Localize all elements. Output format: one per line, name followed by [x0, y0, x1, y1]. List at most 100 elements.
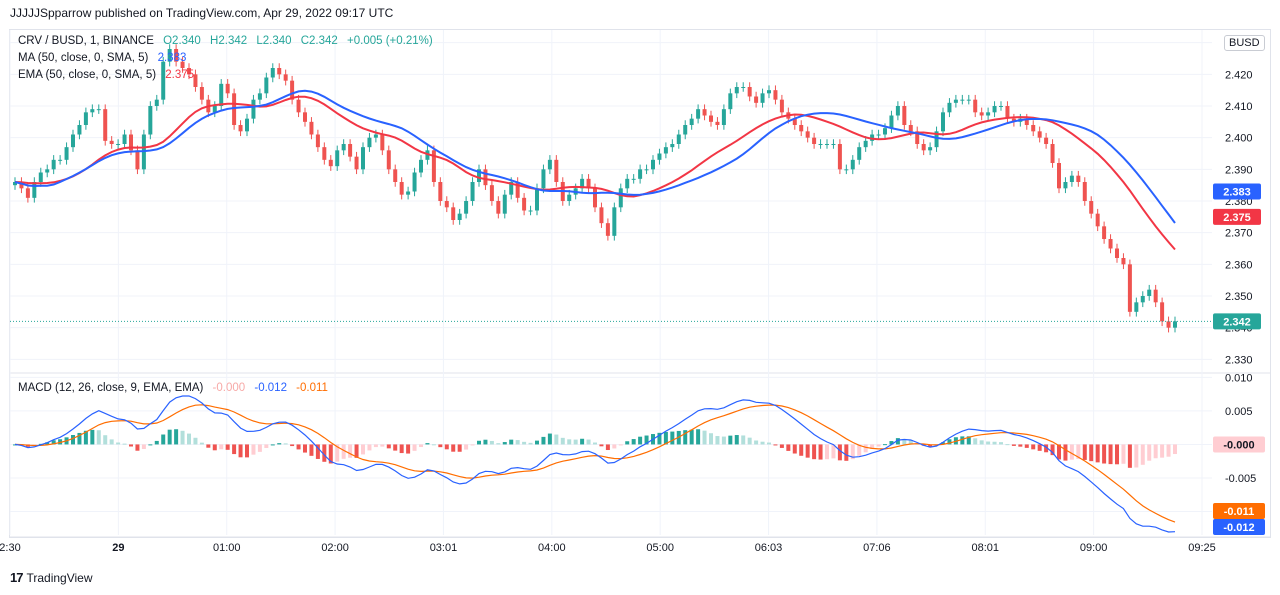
candle-body [567, 194, 572, 201]
candle-body [148, 106, 153, 135]
candle-body [13, 182, 17, 186]
time-tick-label: 04:00 [538, 542, 566, 554]
macd-line-value: -0.012 [254, 382, 287, 394]
candle-body [747, 87, 752, 97]
candle-body [593, 188, 597, 208]
macd-histogram-bar [1153, 444, 1158, 459]
brand-label: TradingView [26, 570, 93, 585]
macd-histogram-bar [1024, 444, 1029, 448]
macd-histogram-bar [1089, 444, 1094, 462]
macd-histogram-bar [818, 444, 823, 460]
candle-body [412, 172, 417, 192]
macd-histogram-bar [599, 444, 604, 447]
currency-button[interactable]: BUSD [1224, 35, 1265, 51]
candle-body [870, 134, 875, 141]
candle-body [915, 131, 920, 144]
candle-body [32, 182, 37, 198]
macd-histogram-bar [457, 444, 462, 452]
macd-histogram-bar [206, 444, 211, 448]
macd-histogram-bar [309, 444, 314, 456]
time-tick-label: 05:00 [646, 542, 674, 554]
candle-body [116, 144, 121, 145]
time-tick-label: 06:03 [755, 542, 783, 554]
footer-brand[interactable]: 17 TradingView [10, 570, 93, 585]
macd-histogram-bar [199, 442, 204, 445]
candle-body [1153, 289, 1158, 303]
candle-body [618, 188, 623, 208]
time-tick-label: 09:25 [1188, 542, 1216, 554]
macd-histogram-bar [135, 444, 140, 451]
candle-body [689, 118, 694, 125]
macd-histogram-bar [122, 443, 127, 445]
price-tick-label: 2.400 [1225, 133, 1253, 145]
candle-body [1076, 175, 1081, 182]
candle-body [296, 99, 301, 113]
candle-body [373, 134, 378, 138]
macd-histogram-bar [709, 433, 713, 445]
macd-histogram-bar [741, 435, 746, 445]
time-tick-label: 08:01 [972, 542, 1000, 554]
candle-body [71, 134, 75, 148]
candle-body [174, 49, 179, 62]
candle-body [612, 207, 617, 236]
candle-body [947, 102, 952, 113]
macd-histogram-bar [863, 444, 868, 453]
macd-histogram-bar [883, 444, 887, 446]
candle-body [90, 109, 95, 113]
macd-histogram-bar [161, 434, 166, 445]
candle-body [547, 159, 552, 170]
macd-histogram-bar [541, 436, 546, 445]
macd-histogram-bar [928, 444, 933, 447]
candle-body [303, 112, 307, 122]
time-tick-label: 09:00 [1080, 542, 1108, 554]
candle-body [477, 169, 481, 182]
candle-body [657, 153, 662, 160]
macd-histogram-bar [1057, 444, 1061, 460]
macd-tick-label: 0.010 [1225, 372, 1253, 384]
candle-body [1031, 125, 1036, 132]
candle-body [1005, 106, 1010, 119]
macd-histogram-bar [605, 444, 610, 451]
macd-histogram-bar [444, 444, 449, 450]
macd-histogram-bar [245, 444, 249, 458]
candle-body [831, 144, 836, 145]
macd-histogram-bar [986, 441, 991, 445]
macd-hist-price-label: -0.000 [1223, 439, 1254, 451]
macd-histogram-bar [644, 435, 649, 445]
candle-body [825, 144, 829, 145]
macd-histogram-bar [618, 444, 623, 446]
macd-histogram-bar [58, 439, 63, 445]
candle-body [431, 150, 436, 182]
ma-lines [10, 89, 1212, 322]
candle-body [696, 109, 701, 119]
macd-histogram-bar [354, 444, 359, 458]
macd-histogram-bar [341, 444, 346, 459]
macd-histogram-bar [1147, 444, 1152, 461]
macd-histogram-bar [941, 442, 945, 445]
macd-hist-price-label-bg [1213, 436, 1265, 453]
macd-histogram-bar [489, 440, 494, 445]
candle-body [889, 115, 894, 129]
candle-body [883, 128, 887, 135]
ma-line [14, 89, 1176, 224]
candle-body [270, 68, 275, 78]
macd-histogram-bar [51, 440, 56, 445]
price-tick-label: 2.360 [1225, 259, 1253, 271]
macd-histogram-bar [1005, 444, 1010, 446]
macd-histogram-bar [535, 440, 539, 445]
macd-histogram-bar [438, 444, 443, 448]
macd-histogram-bar [187, 433, 191, 445]
time-tick-label: 02:00 [321, 542, 349, 554]
macd-histogram-bar [502, 442, 507, 445]
ohlc-change: +0.005 (+0.21%) [347, 35, 433, 47]
candle-body [676, 134, 681, 144]
macd-histogram-bar [999, 442, 1003, 445]
macd-histogram-bar [1011, 444, 1016, 446]
candle-body [528, 210, 533, 212]
candle-body [1108, 239, 1113, 249]
candle-body [1121, 258, 1126, 265]
ema-line [14, 95, 1176, 251]
macd-hist-value: -0.000 [212, 382, 246, 394]
candle-body [251, 99, 256, 119]
